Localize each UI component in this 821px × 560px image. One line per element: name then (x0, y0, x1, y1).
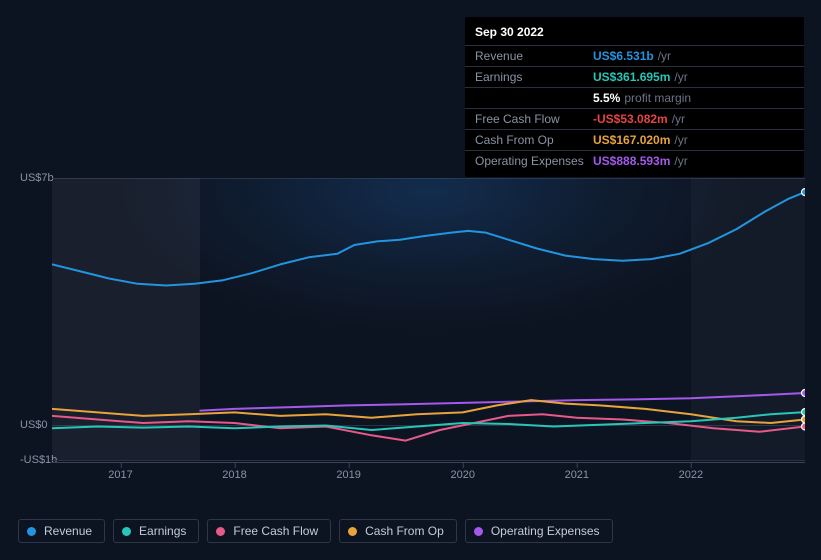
tooltip-row-suffix: /yr (672, 112, 685, 126)
tooltip-row-label: Cash From Op (475, 133, 593, 147)
legend-label: Free Cash Flow (233, 524, 318, 538)
tooltip-row-label (475, 91, 593, 105)
series-endpoint (802, 409, 806, 416)
legend-label: Operating Expenses (491, 524, 600, 538)
tooltip-row-value: US$6.531b (593, 49, 654, 63)
series-revenue (52, 192, 805, 285)
x-tick-label: 2021 (565, 469, 589, 481)
legend-dot-icon (348, 527, 357, 536)
tooltip-row-value: US$361.695m (593, 70, 670, 84)
tooltip-date: Sep 30 2022 (465, 23, 804, 45)
tooltip-row: 5.5% profit margin (465, 87, 804, 108)
plot-area (52, 178, 805, 460)
legend: Revenue Earnings Free Cash Flow Cash From O… (18, 519, 613, 543)
financials-chart[interactable]: US$7bUS$0-US$1b 201720182019202020212022 (16, 160, 805, 480)
legend-label: Revenue (44, 524, 92, 538)
tooltip-row: Free Cash Flow-US$53.082m/yr (465, 108, 804, 129)
legend-dot-icon (27, 527, 36, 536)
tooltip-row-label: Revenue (475, 49, 593, 63)
tooltip-row: RevenueUS$6.531b/yr (465, 45, 804, 66)
legend-dot-icon (474, 527, 483, 536)
legend-label: Cash From Op (365, 524, 444, 538)
legend-label: Earnings (139, 524, 186, 538)
x-axis: 201720182019202020212022 (52, 462, 805, 463)
legend-item-earnings[interactable]: Earnings (113, 519, 199, 543)
legend-item-free-cash-flow[interactable]: Free Cash Flow (207, 519, 331, 543)
y-tick-label: US$0 (20, 419, 48, 431)
tooltip-row-value: US$888.593m (593, 154, 670, 168)
tooltip-row-label: Earnings (475, 70, 593, 84)
hover-tooltip: Sep 30 2022 RevenueUS$6.531b/yrEarningsU… (465, 17, 804, 177)
x-tick-label: 2017 (108, 469, 132, 481)
series-endpoint (802, 390, 806, 397)
tooltip-row-suffix: /yr (658, 49, 671, 63)
x-tick-label: 2020 (450, 469, 474, 481)
tooltip-row-suffix: /yr (674, 70, 687, 84)
tooltip-rows: RevenueUS$6.531b/yrEarningsUS$361.695m/y… (465, 45, 804, 171)
series-endpoint (802, 423, 806, 430)
tooltip-row-suffix: /yr (674, 133, 687, 147)
x-tick-label: 2018 (222, 469, 246, 481)
series-endpoint (802, 416, 806, 423)
tooltip-row-suffix: profit margin (624, 91, 691, 105)
series-operating-expenses (200, 393, 805, 411)
series-lines (52, 178, 805, 460)
legend-item-operating-expenses[interactable]: Operating Expenses (465, 519, 613, 543)
legend-item-revenue[interactable]: Revenue (18, 519, 105, 543)
x-tick-label: 2019 (336, 469, 360, 481)
gridline (52, 460, 805, 461)
tooltip-row-value: 5.5% (593, 91, 620, 105)
tooltip-row: Operating ExpensesUS$888.593m/yr (465, 150, 804, 171)
tooltip-row-value: US$167.020m (593, 133, 670, 147)
tooltip-row-label: Operating Expenses (475, 154, 593, 168)
tooltip-row-label: Free Cash Flow (475, 112, 593, 126)
tooltip-row-suffix: /yr (674, 154, 687, 168)
tooltip-row: Cash From OpUS$167.020m/yr (465, 129, 804, 150)
legend-dot-icon (216, 527, 225, 536)
legend-item-cash-from-op[interactable]: Cash From Op (339, 519, 457, 543)
x-tick-label: 2022 (679, 469, 703, 481)
tooltip-row-value: -US$53.082m (593, 112, 668, 126)
y-tick-label: US$7b (20, 172, 54, 184)
series-endpoint (802, 189, 806, 196)
legend-dot-icon (122, 527, 131, 536)
tooltip-row: EarningsUS$361.695m/yr (465, 66, 804, 87)
